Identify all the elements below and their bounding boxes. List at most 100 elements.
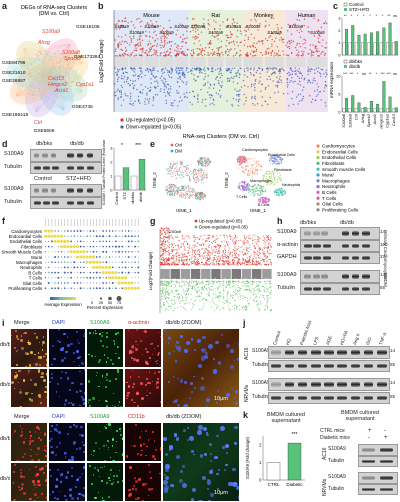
panel-g-down-point <box>208 286 210 288</box>
panel-b-up-point <box>317 41 320 43</box>
panel-g-down-point <box>168 280 170 283</box>
panel-g-volcano: Up-regulated (p<0.05)Down-regulated (p<0… <box>148 219 272 313</box>
panel-e-tsne-point-b <box>255 165 257 167</box>
panel-b-down-point <box>166 69 168 71</box>
panel-c-top-bar <box>388 22 392 56</box>
panel-e-tsne-point-a <box>204 177 206 179</box>
panel-c-bottom-sig: *** <box>343 72 348 76</box>
panel-b-up-point <box>316 48 318 50</box>
panel-f-dot <box>48 266 50 269</box>
panel-a-edge <box>35 99 57 113</box>
panel-f-dot <box>128 266 130 268</box>
panel-f-dot <box>108 256 111 258</box>
panel-b-down-point <box>161 70 163 72</box>
panel-g-up-point <box>171 264 173 266</box>
panel-g-up-point <box>160 231 162 233</box>
panel-g-up-point <box>194 249 196 251</box>
panel-e-tsne-point-a <box>179 196 181 198</box>
panel-a-edge <box>61 59 83 93</box>
panel-e-tsne-point-b <box>241 161 243 163</box>
panel-g-down-point <box>186 288 188 290</box>
panel-e-tsne-point-b <box>257 194 259 196</box>
panel-f-dot <box>102 287 104 289</box>
panel-b-down-point <box>221 74 223 77</box>
panel-g-up-point <box>168 253 170 255</box>
panel-a-node <box>50 71 52 73</box>
panel-e-tsne-point-a <box>185 172 187 174</box>
panel-a-edge <box>80 76 83 93</box>
panel-f-dot <box>134 271 136 274</box>
panel-b-band <box>114 57 129 67</box>
panel-b-up-point <box>130 41 133 43</box>
panel-b-down-point <box>124 93 126 95</box>
panel-c-bottom-bar <box>361 108 365 113</box>
panel-g-up-point <box>161 261 163 263</box>
panel-f-dot <box>83 230 85 232</box>
panel-b-down-point <box>174 69 177 71</box>
panel-g-up-point <box>187 243 189 245</box>
panel-b-down-point <box>239 98 241 100</box>
panel-e-tsne-point-b <box>274 156 276 158</box>
panel-b-up-point <box>312 44 314 46</box>
panel-b-down-point <box>219 84 222 87</box>
panel-e-tsne-point-a <box>172 189 174 191</box>
panel-b-up-point <box>144 51 147 54</box>
panel-e-tsne-point-b <box>244 184 246 186</box>
panel-f-dot <box>102 240 104 243</box>
panel-b-down-point <box>235 99 237 101</box>
panel-b-down-point <box>192 90 194 93</box>
panel-e-tsne-point-a <box>197 197 199 199</box>
panel-g-down-point <box>178 298 180 300</box>
panel-b-down-point <box>276 81 278 83</box>
panel-e-tsne-point-b <box>243 183 245 185</box>
panel-g-cluster-label: Smooth Muscle <box>193 278 197 301</box>
panel-e-tsne-point-b <box>277 175 279 177</box>
panel-b-down-point <box>231 105 234 107</box>
panel-e-tsne-point-a <box>166 173 168 175</box>
panel-g-down-point <box>209 301 211 303</box>
panel-f-dot <box>128 261 130 263</box>
panel-e-tsne-point-b <box>247 161 249 163</box>
panel-g-up-point <box>180 245 182 247</box>
panel-e-tsne-point-b <box>244 181 246 183</box>
panel-b-up-point <box>259 40 261 43</box>
panel-b-up-point <box>151 45 154 48</box>
panel-f-dot <box>53 234 57 238</box>
panel-e-tsne-point-a <box>204 194 206 196</box>
panel-b-down-point <box>183 93 185 95</box>
panel-g-up-point <box>160 232 162 234</box>
panel-g-down-point <box>187 282 189 284</box>
panel-a-edge <box>35 43 71 48</box>
panel-b-down-point <box>185 67 188 69</box>
panel-b-up-point <box>240 33 242 35</box>
panel-b-up-point <box>177 48 179 50</box>
panel-b-up-point <box>156 45 158 47</box>
panel-b-down-point <box>141 92 144 94</box>
panel-g-up-point <box>201 235 203 237</box>
panel-e-tsne-point-b <box>271 172 273 174</box>
panel-a-edge <box>58 67 83 93</box>
panel-b-down-point <box>286 81 289 84</box>
panel-b-up-point <box>265 50 267 52</box>
panel-g-down-point <box>187 293 189 295</box>
panel-f-dot <box>89 251 91 253</box>
panel-g-up-point <box>206 253 208 255</box>
panel-e-tsne-point-a <box>171 188 173 190</box>
panel-e-tsne-point-a <box>172 171 174 173</box>
panel-b-up-point <box>176 44 179 46</box>
panel-g-up-point <box>203 234 205 236</box>
panel-g-down-point <box>197 296 199 298</box>
panel-b-up-point <box>132 37 135 39</box>
panel-g-up-point <box>182 243 184 245</box>
panel-e-tsne-point-b <box>258 190 260 192</box>
panel-g-down-point <box>206 289 208 291</box>
panel-g-up-point <box>162 229 164 231</box>
panel-g-up-point <box>175 253 177 255</box>
panel-b-legend-down: Down-regulated (p<0.05) <box>126 125 182 131</box>
panel-b-up-point <box>228 36 230 39</box>
panel-f-dot <box>89 245 92 248</box>
panel-e-tsne-point-a <box>180 160 182 162</box>
panel-b-up-point <box>140 25 142 28</box>
panel-f-dot <box>67 282 69 284</box>
